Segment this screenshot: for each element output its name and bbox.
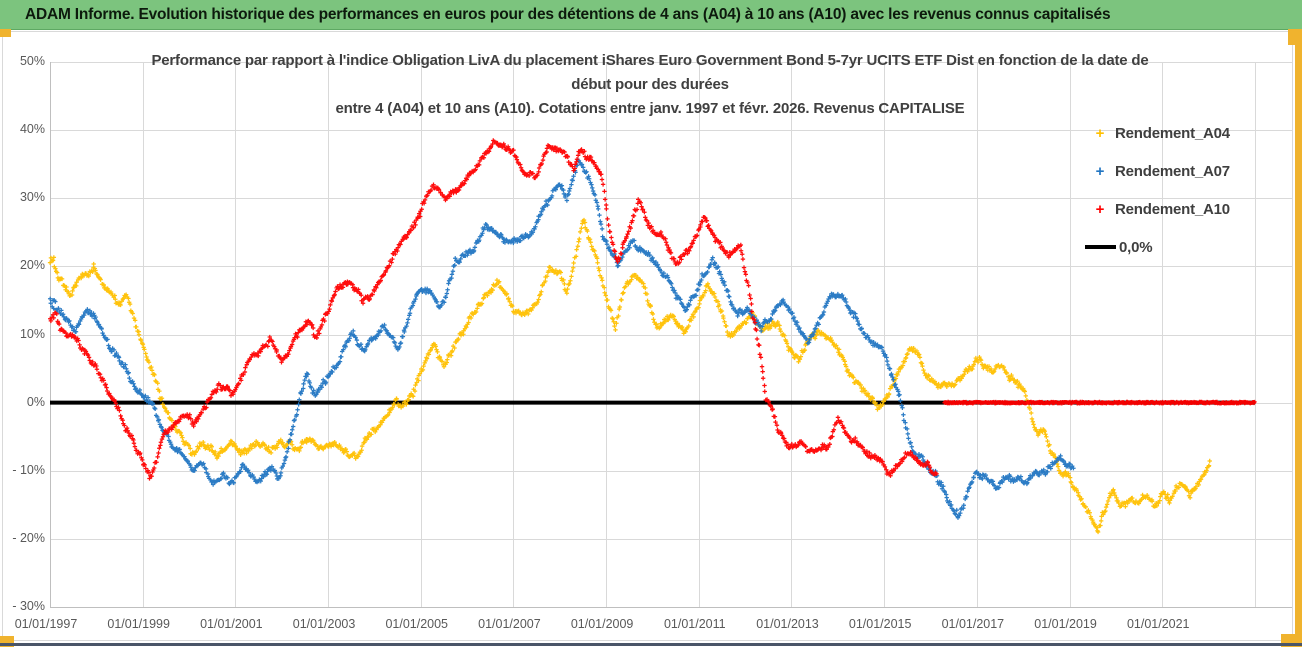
- legend-label: Rendement_A10: [1115, 200, 1230, 218]
- y-tick-label: 0%: [26, 394, 45, 409]
- legend-label: Rendement_A04: [1115, 124, 1230, 142]
- plus-marker-icon: +: [1095, 162, 1105, 180]
- y-tick-label: 50%: [19, 54, 45, 68]
- chart-title-line2: début pour des durées: [571, 76, 729, 93]
- x-tick-label: 01/01/2005: [385, 617, 449, 631]
- chart-title: Performance par rapport à l'indice Oblig…: [130, 49, 1170, 121]
- legend-item-rendement-a10[interactable]: + Rendement_A10: [1085, 190, 1231, 228]
- x-tick-label: 01/01/2007: [478, 617, 541, 631]
- x-tick-label: 01/01/2021: [1126, 617, 1190, 631]
- plus-marker-icon: +: [1095, 200, 1105, 218]
- x-tick-label: 01/01/2009: [570, 617, 634, 631]
- plus-marker-icon: +: [1095, 124, 1105, 142]
- y-tick-label: 30%: [19, 190, 45, 205]
- x-tick-label: 01/01/2019: [1034, 617, 1097, 631]
- legend-item-rendement-a07[interactable]: + Rendement_A07: [1085, 152, 1231, 190]
- y-tick-label: - 10%: [12, 462, 45, 477]
- selection-border[interactable]: [1295, 29, 1302, 647]
- y-tick-label: - 30%: [12, 599, 45, 613]
- legend-item-zero-line[interactable]: 0,0%: [1085, 228, 1230, 266]
- x-tick-label: 01/01/2011: [663, 617, 726, 631]
- selection-handle[interactable]: [0, 29, 11, 37]
- chart-title-line1: Performance par rapport à l'indice Oblig…: [151, 52, 1149, 69]
- y-tick-label: 10%: [19, 326, 45, 341]
- x-tick-label: 01/01/1997: [14, 617, 78, 631]
- selection-handle[interactable]: [0, 636, 14, 647]
- x-tick-label: 01/01/2013: [756, 617, 819, 631]
- zero-line-swatch-icon: [1085, 245, 1116, 249]
- window-bottom-edge: [0, 643, 1302, 646]
- x-tick-label: 01/01/2001: [200, 617, 263, 631]
- y-tick-label: 20%: [19, 258, 45, 273]
- x-tick-label: 01/01/1999: [107, 617, 170, 631]
- chart-title-line3: entre 4 (A04) et 10 ans (A10). Cotations…: [335, 100, 965, 117]
- x-tick-label: 01/01/2015: [848, 617, 912, 631]
- x-tick-label: 01/01/2017: [941, 617, 1005, 631]
- legend-label: 0,0%: [1119, 238, 1153, 256]
- legend-label: Rendement_A07: [1115, 162, 1230, 180]
- y-tick-label: - 20%: [12, 530, 45, 545]
- x-tick-label: 01/01/2003: [292, 617, 356, 631]
- legend-item-rendement-a04[interactable]: + Rendement_A04: [1085, 114, 1231, 152]
- y-tick-label: 40%: [19, 122, 45, 137]
- legend: + Rendement_A04 + Rendement_A07 + Rendem…: [1085, 114, 1230, 266]
